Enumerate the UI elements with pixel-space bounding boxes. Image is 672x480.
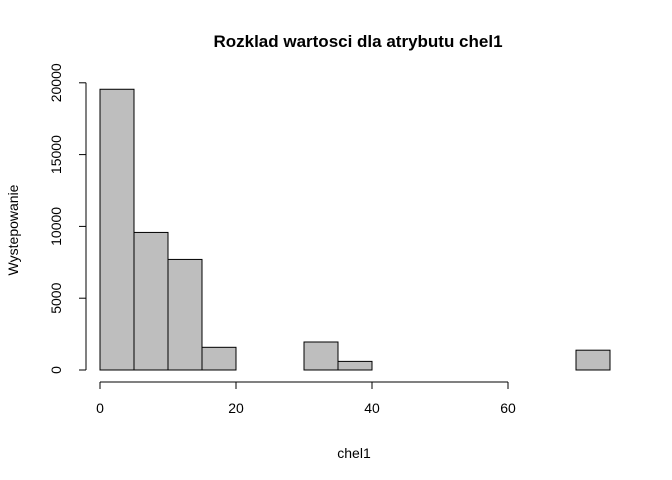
histogram-bar [133,231,169,371]
x-tick-label: 20 [228,400,244,416]
histogram-bar [99,88,135,371]
histogram-bar [337,360,373,371]
y-tick-label: 15000 [48,135,64,174]
y-tick-label: 10000 [48,207,64,246]
histogram-bar [167,258,203,371]
x-tick-label: 0 [96,400,104,416]
histogram-bar [575,349,611,371]
y-tick-label: 20000 [48,63,64,102]
chart-title: Rozklad wartosci dla atrybutu chel1 [213,32,502,51]
x-axis-label: chel1 [337,445,371,461]
bars-group [99,88,611,371]
y-tick-label: 0 [48,366,64,374]
y-axis-label: Wystepowanie [5,184,21,275]
histogram-bar [201,346,237,371]
x-tick-label: 60 [500,400,516,416]
y-tick-label: 5000 [48,282,64,313]
x-tick-label: 40 [364,400,380,416]
x-axis: 0 20 40 60 [96,381,516,416]
histogram-bar [303,341,339,371]
y-axis: 0 5000 10000 15000 20000 [48,63,87,374]
